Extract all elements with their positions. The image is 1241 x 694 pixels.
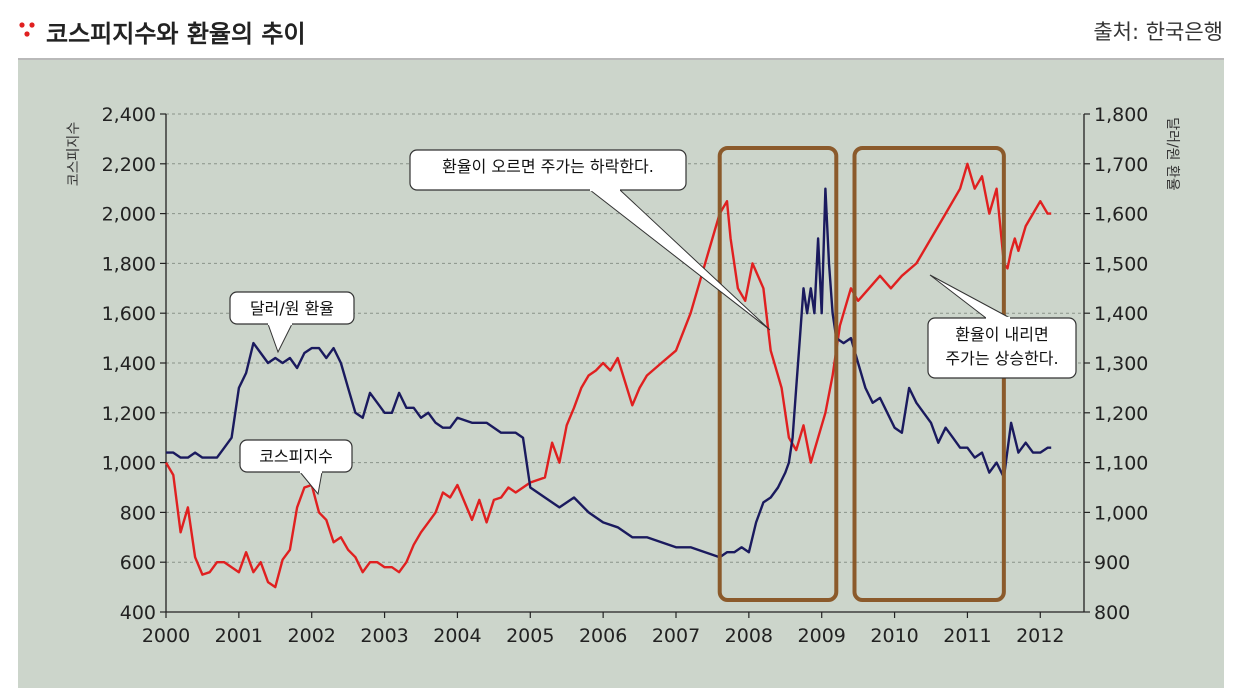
chart-header: 코스피지수와 환율의 추이 출처: 한국은행 (0, 0, 1241, 58)
y-tick-label: 600 (120, 552, 156, 574)
highlight-box-1 (717, 146, 839, 602)
x-tick-label: 2009 (798, 625, 846, 647)
x-tick-label: 2005 (506, 625, 554, 647)
x-tick-label: 2001 (215, 625, 263, 647)
y-axis-title: 코스피지수 (66, 122, 82, 187)
y2-axis-title: 달러/원 환율 (1164, 117, 1180, 191)
x-tick-label: 2011 (943, 625, 991, 647)
chart-title: 코스피지수와 환율의 추이 (46, 20, 306, 48)
y-tick-label: 1,000 (102, 453, 156, 475)
y2-tick-label: 800 (1094, 602, 1130, 624)
y-tick-label: 2,200 (102, 154, 156, 176)
y-tick-label: 400 (120, 602, 156, 624)
callout-kospi-box (239, 439, 353, 473)
y-tick-label: 1,800 (102, 253, 156, 275)
y2-tick-label: 1,100 (1094, 453, 1148, 475)
callout-kospi-text: 코스피지수 (259, 447, 333, 466)
kospi-series-line (164, 162, 1052, 589)
fx-series-line (166, 187, 1052, 559)
y2-tick-label: 1,300 (1094, 353, 1148, 375)
callout-fx-pointer (267, 323, 293, 354)
y2-tick-label: 1,000 (1094, 502, 1148, 524)
x-tick-label: 2007 (652, 625, 700, 647)
callout-rise-pointer (588, 189, 771, 331)
y-tick-label: 1,600 (102, 303, 156, 325)
y-tick-label: 800 (120, 502, 156, 524)
y2-tick-label: 1,600 (1094, 204, 1148, 226)
x-tick-label: 2008 (725, 625, 773, 647)
callout-rise-box (409, 149, 687, 191)
y2-tick-label: 1,400 (1094, 303, 1148, 325)
y2-tick-label: 1,800 (1094, 104, 1148, 126)
x-tick-label: 2004 (433, 625, 481, 647)
callout-fx-text: 달러/원 환율 (250, 299, 334, 318)
callout-fall-pointer (929, 274, 1011, 319)
y2-tick-label: 1,200 (1094, 403, 1148, 425)
chart-source: 출처: 한국은행 (1093, 20, 1223, 44)
callout-fall-text: 환율이 내리면 (955, 325, 1048, 344)
header-divider (18, 58, 1224, 60)
x-tick-label: 2003 (360, 625, 408, 647)
x-tick-label: 2000 (142, 625, 190, 647)
bullet-dots-icon (19, 22, 35, 37)
x-tick-label: 2012 (1016, 625, 1064, 647)
y2-tick-label: 900 (1094, 552, 1130, 574)
x-tick-label: 2002 (288, 625, 336, 647)
x-tick-label: 2010 (870, 625, 918, 647)
callout-rise-text: 환율이 오르면 주가는 하락한다. (442, 157, 654, 176)
y-tick-label: 1,400 (102, 353, 156, 375)
x-tick-label: 2006 (579, 625, 627, 647)
y-tick-label: 2,000 (102, 204, 156, 226)
y-tick-label: 1,200 (102, 403, 156, 425)
callout-fall-text: 주가는 상승한다. (945, 349, 1058, 368)
y2-tick-label: 1,700 (1094, 154, 1148, 176)
y-tick-label: 2,400 (102, 104, 156, 126)
y2-tick-label: 1,500 (1094, 253, 1148, 275)
